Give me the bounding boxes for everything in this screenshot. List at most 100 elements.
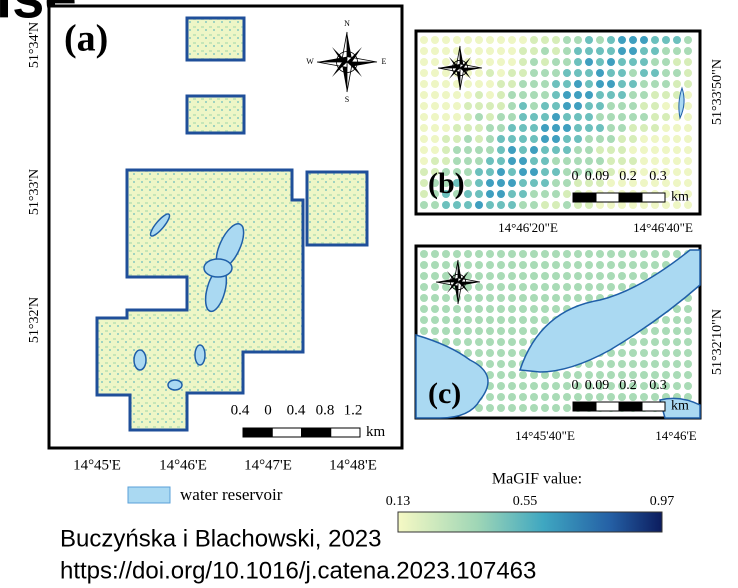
dot bbox=[508, 283, 516, 291]
dot bbox=[585, 102, 593, 110]
dot bbox=[453, 102, 461, 110]
dot bbox=[519, 58, 527, 66]
dot bbox=[563, 261, 571, 269]
dot bbox=[684, 371, 692, 379]
dot bbox=[431, 58, 439, 66]
dot bbox=[640, 272, 648, 280]
dot bbox=[552, 113, 560, 121]
dot bbox=[618, 113, 626, 121]
dot bbox=[431, 250, 439, 258]
dot bbox=[541, 190, 549, 198]
dot bbox=[596, 135, 604, 143]
dot bbox=[519, 272, 527, 280]
dot bbox=[684, 58, 692, 66]
dot bbox=[464, 102, 472, 110]
dot bbox=[673, 146, 681, 154]
dot bbox=[563, 190, 571, 198]
dot bbox=[662, 80, 670, 88]
dot bbox=[629, 338, 637, 346]
colorbar-labels: 0.130.550.97 bbox=[386, 494, 675, 509]
dot bbox=[442, 327, 450, 335]
dot bbox=[530, 382, 538, 390]
dot bbox=[662, 316, 670, 324]
dot bbox=[431, 316, 439, 324]
dot bbox=[640, 47, 648, 55]
dot bbox=[519, 135, 527, 143]
dot bbox=[552, 305, 560, 313]
dot bbox=[607, 47, 615, 55]
dot bbox=[673, 250, 681, 258]
dot bbox=[486, 80, 494, 88]
dot bbox=[475, 261, 483, 269]
lon-label: 14°46'E bbox=[655, 428, 697, 443]
dot bbox=[563, 102, 571, 110]
dot bbox=[453, 36, 461, 44]
dot bbox=[475, 124, 483, 132]
compass-letter: S bbox=[345, 95, 349, 104]
dot bbox=[684, 113, 692, 121]
dot bbox=[684, 47, 692, 55]
dot bbox=[662, 36, 670, 44]
dot bbox=[519, 250, 527, 258]
dot bbox=[475, 250, 483, 258]
dot bbox=[651, 338, 659, 346]
dot bbox=[662, 360, 670, 368]
dot bbox=[563, 69, 571, 77]
scale-label: 0 bbox=[572, 169, 579, 184]
dot bbox=[541, 168, 549, 176]
area bbox=[187, 96, 244, 133]
dot bbox=[585, 36, 593, 44]
dot bbox=[530, 283, 538, 291]
area bbox=[187, 18, 244, 60]
dot bbox=[464, 250, 472, 258]
dot bbox=[431, 113, 439, 121]
dot bbox=[552, 124, 560, 132]
dot bbox=[486, 283, 494, 291]
water bbox=[168, 380, 182, 390]
dot bbox=[596, 393, 604, 401]
dot bbox=[585, 283, 593, 291]
dot bbox=[486, 168, 494, 176]
dot bbox=[673, 338, 681, 346]
scale-label: 0.2 bbox=[619, 378, 637, 393]
dot bbox=[453, 91, 461, 99]
dot bbox=[541, 69, 549, 77]
dot bbox=[508, 294, 516, 302]
dot bbox=[618, 36, 626, 44]
dot bbox=[530, 168, 538, 176]
dot bbox=[552, 404, 560, 412]
scale-segment bbox=[619, 402, 642, 411]
water bbox=[195, 345, 205, 365]
dot bbox=[508, 360, 516, 368]
dot bbox=[640, 250, 648, 258]
dot bbox=[574, 91, 582, 99]
dot bbox=[574, 58, 582, 66]
dot bbox=[563, 168, 571, 176]
dot bbox=[629, 47, 637, 55]
dot bbox=[563, 272, 571, 280]
dot bbox=[464, 135, 472, 143]
dot bbox=[640, 393, 648, 401]
dot bbox=[530, 294, 538, 302]
dot bbox=[618, 80, 626, 88]
dot bbox=[508, 36, 516, 44]
dot bbox=[431, 124, 439, 132]
dot bbox=[684, 168, 692, 176]
dot bbox=[662, 135, 670, 143]
dot bbox=[519, 316, 527, 324]
dot bbox=[651, 146, 659, 154]
dot bbox=[541, 102, 549, 110]
dot bbox=[541, 272, 549, 280]
dot bbox=[486, 124, 494, 132]
dot bbox=[574, 124, 582, 132]
dot bbox=[552, 47, 560, 55]
dot bbox=[508, 305, 516, 313]
dot bbox=[497, 283, 505, 291]
scale-label: 0.8 bbox=[316, 402, 335, 418]
dot bbox=[541, 58, 549, 66]
dot bbox=[574, 102, 582, 110]
dot bbox=[552, 294, 560, 302]
dot bbox=[530, 327, 538, 335]
dot bbox=[486, 294, 494, 302]
scale-segment bbox=[642, 402, 665, 411]
